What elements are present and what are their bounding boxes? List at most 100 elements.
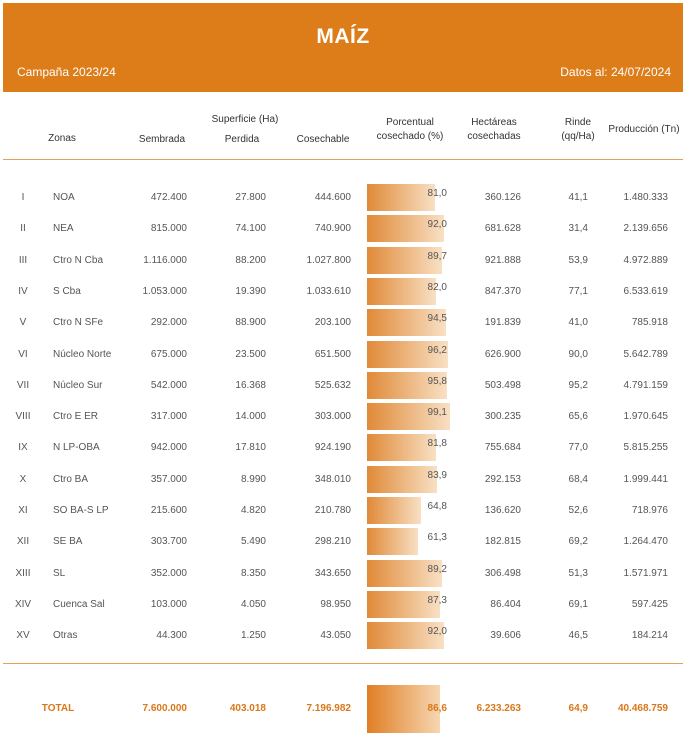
zone-number: V xyxy=(19,317,27,329)
cosechable-value: 651.500 xyxy=(314,348,351,360)
zone-name: Ctro N Cba xyxy=(53,254,104,266)
zone-name: SE BA xyxy=(53,536,83,548)
total-row: TOTAL 7.600.000 403.018 7.196.982 86,6 6… xyxy=(0,678,688,740)
pct-bar xyxy=(367,434,436,462)
total-pct-bar-cell: 86,6 xyxy=(367,685,451,733)
hectareas-value: 136.620 xyxy=(484,505,521,516)
produccion-value: 6.533.619 xyxy=(623,285,669,297)
rinde-value: 69,1 xyxy=(568,598,588,610)
rinde-value: 46,5 xyxy=(568,630,588,642)
total-cosechable: 7.196.982 xyxy=(306,703,352,714)
campaign-label: Campaña 2023/24 xyxy=(17,65,116,79)
zone-number: XII xyxy=(16,536,30,548)
zone-name: Ctro E ER xyxy=(53,411,99,423)
rinde-value: 51,3 xyxy=(568,567,588,579)
pct-bar xyxy=(367,184,436,211)
col-porcentual-2: cosechado (%) xyxy=(376,131,444,142)
zone-number: XV xyxy=(16,630,30,642)
hectareas-value: 191.839 xyxy=(484,317,521,329)
rinde-value: 68,4 xyxy=(568,473,588,485)
table-row: XI SO BA-S LP 215.600 4.820 210.780 136.620 52… xyxy=(0,495,688,526)
data-date: Datos al: 24/07/2024 xyxy=(560,65,671,79)
pct-value: 83,9 xyxy=(427,469,447,481)
pct-bar-cell: 81,8 xyxy=(367,434,451,462)
pct-bar-cell: 89,2 xyxy=(367,559,451,587)
perdida-value: 16.368 xyxy=(235,379,266,391)
hectareas-value: 755.684 xyxy=(484,442,521,454)
zone-name: Ctro BA xyxy=(53,473,89,485)
produccion-value: 5.642.789 xyxy=(623,348,669,360)
hectareas-value: 847.370 xyxy=(484,285,521,297)
produccion-value: 785.918 xyxy=(631,317,668,329)
total-rinde: 64,9 xyxy=(568,703,588,714)
cosechable-value: 98.950 xyxy=(320,598,351,610)
zone-number: I xyxy=(21,192,25,203)
cosechable-value: 1.027.800 xyxy=(306,254,352,266)
rinde-value: 90,0 xyxy=(568,348,588,360)
cosechable-value: 924.190 xyxy=(314,442,351,454)
zone-name: NEA xyxy=(53,223,74,235)
perdida-value: 5.490 xyxy=(240,536,266,548)
produccion-value: 718.976 xyxy=(631,505,668,516)
rinde-value: 69,2 xyxy=(568,536,588,548)
hectareas-value: 292.153 xyxy=(484,473,521,485)
perdida-value: 1.250 xyxy=(240,630,266,642)
zone-name: Núcleo Sur xyxy=(53,379,103,391)
col-zonas: Zonas xyxy=(48,133,76,144)
pct-value: 89,2 xyxy=(427,563,447,575)
pct-bar xyxy=(367,622,445,650)
total-perdida: 403.018 xyxy=(229,703,266,714)
perdida-value: 4.050 xyxy=(240,598,266,610)
perdida-value: 14.000 xyxy=(235,411,266,423)
table-row: III Ctro N Cba 1.116.000 88.200 1.027.800 921… xyxy=(0,245,688,276)
produccion-value: 4.791.159 xyxy=(623,379,669,391)
pct-bar-cell: 61,3 xyxy=(367,528,451,556)
zone-number: IV xyxy=(18,285,28,297)
zone-number: VI xyxy=(18,348,28,360)
cosechable-value: 303.000 xyxy=(314,411,351,423)
col-produccion: Producción (Tn) xyxy=(608,124,680,135)
pct-bar xyxy=(367,309,447,337)
hectareas-value: 86.404 xyxy=(490,598,521,610)
pct-value: 95,8 xyxy=(427,375,447,387)
cosechable-value: 348.010 xyxy=(314,473,351,485)
col-cosechable: Cosechable xyxy=(296,134,350,145)
pct-bar xyxy=(367,465,438,493)
zone-name: S Cba xyxy=(53,285,81,297)
header-divider xyxy=(3,159,683,160)
col-hectareas-1: Hectáreas xyxy=(471,117,517,128)
zone-number: III xyxy=(18,254,28,266)
pct-bar xyxy=(367,215,445,243)
pct-bar xyxy=(367,246,443,274)
pct-bar xyxy=(367,528,419,556)
page-title: MAÍZ xyxy=(316,25,370,48)
zone-name: Otras xyxy=(53,630,78,642)
pct-value: 81,0 xyxy=(427,188,447,199)
zone-name: SL xyxy=(53,567,66,579)
zone-number: XIII xyxy=(15,567,31,579)
produccion-value: 1.970.645 xyxy=(623,411,669,423)
pct-value: 92,0 xyxy=(427,219,447,231)
hectareas-value: 182.815 xyxy=(484,536,521,548)
rinde-value: 77,1 xyxy=(568,285,588,297)
pct-bar xyxy=(367,371,448,399)
total-produccion: 40.468.759 xyxy=(617,703,668,714)
hectareas-value: 503.498 xyxy=(484,379,521,391)
pct-bar xyxy=(367,559,442,587)
pct-bar-cell: 82,0 xyxy=(367,277,451,305)
perdida-value: 8.350 xyxy=(240,567,266,579)
pct-bar-cell: 92,0 xyxy=(367,622,451,650)
perdida-value: 17.810 xyxy=(235,442,266,454)
sembrada-value: 1.053.000 xyxy=(142,285,188,297)
pct-bar xyxy=(367,403,451,431)
hectareas-value: 306.498 xyxy=(484,567,521,579)
rinde-value: 41,1 xyxy=(568,192,588,203)
total-pct-bar xyxy=(367,685,440,733)
sembrada-value: 542.000 xyxy=(150,379,187,391)
pct-bar xyxy=(367,590,441,618)
sembrada-value: 1.116.000 xyxy=(143,254,187,266)
table-row: VII Núcleo Sur 542.000 16.368 525.632 503.498… xyxy=(0,370,688,401)
col-sembrada: Sembrada xyxy=(138,134,186,145)
header-banner: MAÍZ Campaña 2023/24 Datos al: 24/07/202… xyxy=(3,3,683,92)
sembrada-value: 292.000 xyxy=(150,317,187,329)
